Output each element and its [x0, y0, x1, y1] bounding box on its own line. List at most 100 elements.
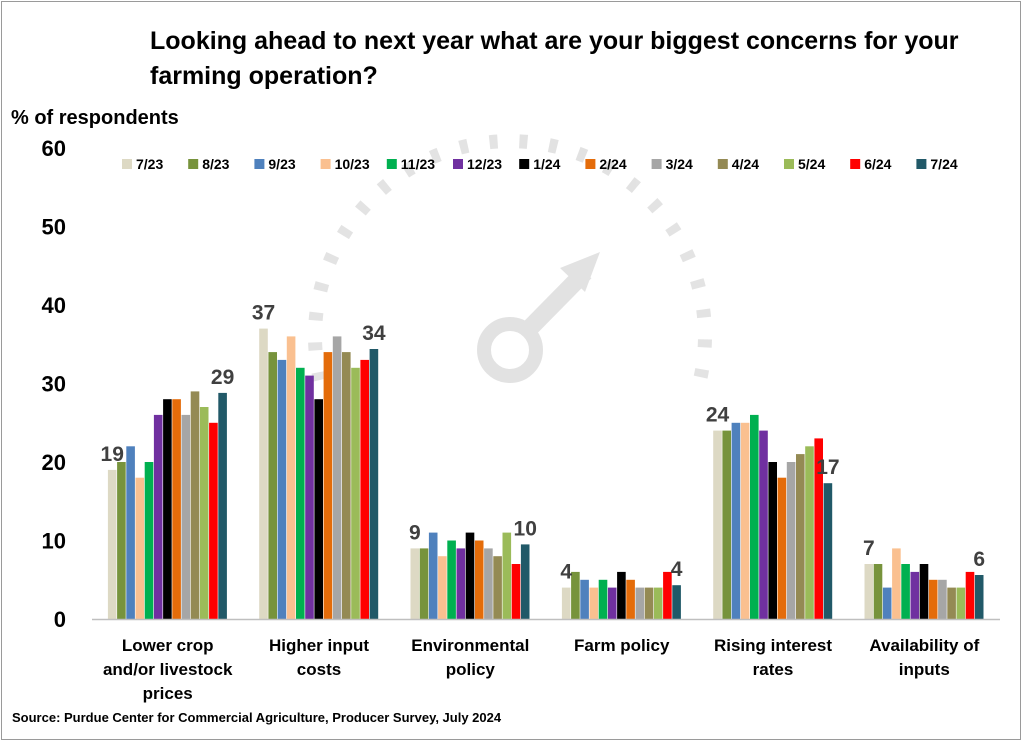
bar-11-23-cat-1 [296, 367, 305, 619]
data-label-first-2: 9 [409, 521, 421, 544]
category-label-4-line-0: Rising interest [714, 636, 832, 655]
bar-2-24-cat-3 [626, 579, 635, 620]
data-label-first-1: 37 [252, 302, 275, 325]
bar-8-23-cat-1 [268, 352, 277, 619]
legend-swatch-8-23 [188, 159, 199, 169]
legend-swatch-2-24 [585, 159, 596, 169]
legend-swatch-4-24 [717, 159, 728, 169]
bar-12-23-cat-0 [153, 414, 163, 619]
legend-label-4-24: 4/24 [732, 156, 759, 172]
legend-swatch-11-23 [386, 159, 397, 169]
y-tick-50: 50 [42, 215, 66, 240]
bar-5-24-cat-0 [199, 407, 209, 619]
bar-10-23-cat-5 [892, 548, 901, 619]
category-label-4-line-1: rates [753, 660, 794, 679]
bar-1-24-cat-4 [768, 462, 777, 619]
legend-swatch-10-23 [320, 159, 331, 169]
legend-swatch-7-24 [916, 159, 927, 169]
bar-3-24-cat-1 [332, 336, 342, 619]
bar-7-23-cat-0 [107, 469, 117, 619]
bar-9-23-cat-2 [428, 532, 438, 619]
legend-swatch-9-23 [254, 159, 265, 169]
bar-4-24-cat-1 [342, 352, 351, 619]
bar-7-24-cat-1 [369, 349, 379, 619]
bar-8-23-cat-2 [419, 548, 429, 619]
data-label-first-5: 7 [863, 537, 875, 560]
chart-title: Looking ahead to next year what are your… [150, 27, 959, 90]
bar-7-24-cat-0 [218, 392, 227, 619]
bar-2-24-cat-0 [172, 399, 181, 619]
bar-10-23-cat-1 [286, 336, 296, 619]
legend-label-8-23: 8/23 [202, 156, 229, 172]
legend-swatch-3-24 [651, 159, 662, 169]
bar-6-24-cat-3 [663, 571, 672, 619]
category-label-1-line-0: Higher input [269, 636, 369, 655]
bar-10-23-cat-3 [589, 587, 599, 619]
category-label-2-line-0: Environmental [411, 636, 529, 655]
legend-label-7-24: 7/24 [930, 156, 957, 172]
bar-3-24-cat-0 [181, 414, 191, 619]
data-label-last-2: 10 [514, 517, 537, 540]
bar-10-23-cat-0 [135, 477, 145, 619]
bar-8-23-cat-4 [722, 430, 731, 619]
legend-label-1-24: 1/24 [533, 156, 560, 172]
bar-5-24-cat-5 [956, 587, 966, 619]
bar-1-24-cat-5 [919, 564, 929, 619]
data-label-first-0: 19 [101, 443, 124, 466]
data-label-last-3: 4 [671, 558, 683, 581]
legend-label-3-24: 3/24 [666, 156, 693, 172]
category-label-2-line-1: policy [446, 660, 496, 679]
legend-label-11-23: 11/23 [401, 156, 435, 172]
bar-9-23-cat-4 [731, 422, 741, 620]
legend-label-2-24: 2/24 [599, 156, 626, 172]
legend-label-7-23: 7/23 [136, 156, 163, 172]
y-tick-20: 20 [42, 450, 66, 475]
bar-7-24-cat-4 [823, 483, 833, 619]
bar-6-24-cat-1 [360, 359, 369, 619]
bar-2-24-cat-5 [928, 579, 938, 620]
legend: 7/23 8/23 9/23 10/23 11/23 12/23 1/24 2/24 3/24 4… [122, 156, 958, 172]
bar-2-24-cat-2 [474, 540, 484, 619]
legend-swatch-12-23 [453, 159, 463, 169]
legend-swatch-7-23 [122, 159, 132, 169]
data-label-last-1: 34 [362, 322, 386, 345]
category-label-5-line-1: inputs [899, 660, 950, 679]
bar-5-24-cat-3 [653, 587, 663, 619]
legend-label-12-23: 12/23 [467, 156, 502, 172]
bar-11-23-cat-4 [750, 414, 759, 619]
bar-7-24-cat-5 [974, 575, 984, 619]
category-label-0-line-2: prices [143, 684, 193, 703]
bar-10-23-cat-4 [740, 422, 750, 620]
data-label-first-4: 24 [706, 404, 730, 427]
bar-7-23-cat-3 [561, 587, 571, 619]
bar-7-23-cat-2 [410, 548, 420, 619]
bar-4-24-cat-2 [493, 556, 502, 619]
bar-12-23-cat-1 [305, 375, 314, 619]
data-label-last-0: 29 [211, 366, 234, 389]
bar-4-24-cat-0 [190, 391, 200, 619]
bar-8-23-cat-0 [117, 462, 126, 619]
bar-3-24-cat-4 [786, 462, 796, 619]
category-label-1-line-1: costs [297, 660, 341, 679]
bar-11-23-cat-2 [447, 540, 456, 619]
data-label-last-4: 17 [816, 456, 839, 479]
bar-7-24-cat-3 [672, 585, 681, 619]
bar-6-24-cat-5 [965, 571, 975, 619]
legend-label-6-24: 6/24 [864, 156, 891, 172]
bar-8-23-cat-3 [571, 571, 580, 619]
bar-9-23-cat-1 [277, 359, 287, 619]
bar-6-24-cat-4 [814, 438, 823, 619]
bar-8-23-cat-5 [873, 564, 883, 619]
bar-4-24-cat-3 [644, 587, 654, 619]
bar-1-24-cat-2 [465, 532, 475, 619]
bar-12-23-cat-2 [456, 548, 466, 619]
data-label-last-5: 6 [973, 548, 985, 571]
bar-9-23-cat-3 [580, 579, 589, 620]
legend-label-9-23: 9/23 [268, 156, 295, 172]
bar-2-24-cat-1 [323, 352, 333, 619]
bar-11-23-cat-5 [901, 564, 910, 619]
bar-5-24-cat-2 [502, 532, 512, 619]
bar-6-24-cat-0 [209, 422, 218, 620]
bar-7-23-cat-4 [713, 430, 722, 619]
